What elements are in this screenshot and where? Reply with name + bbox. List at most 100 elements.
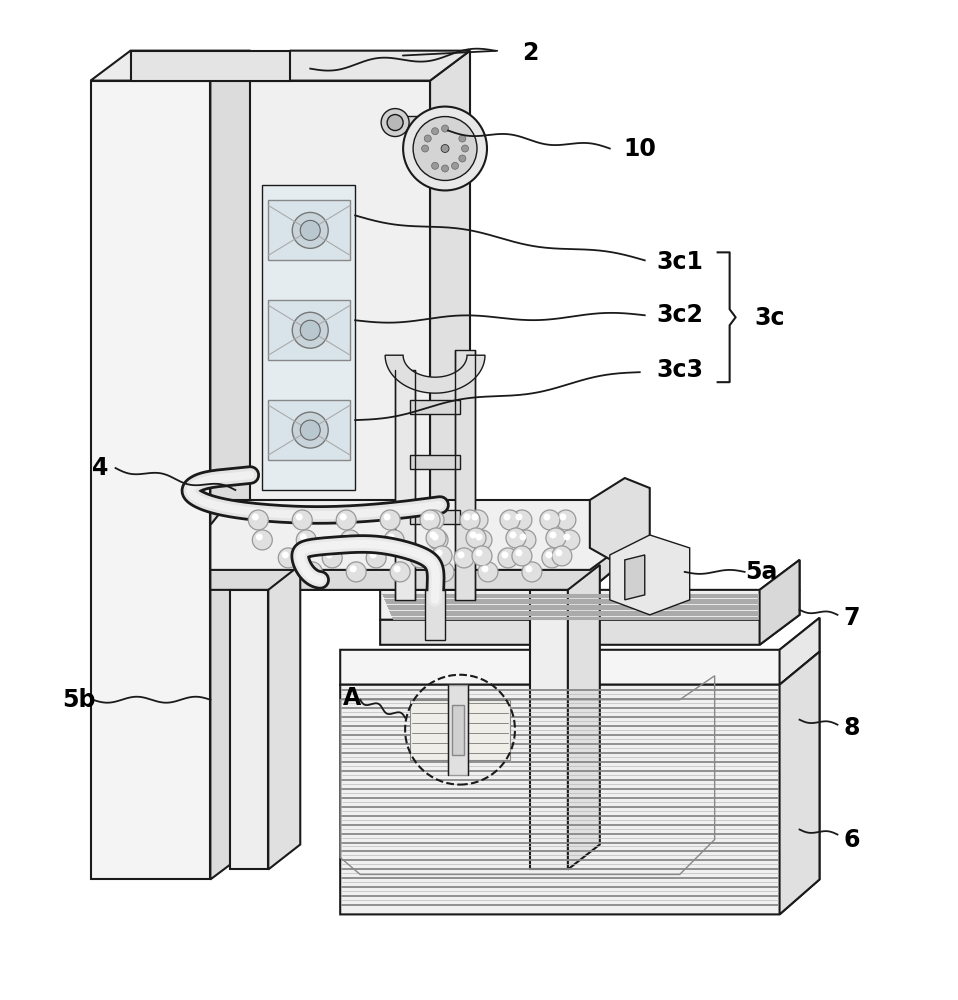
Polygon shape xyxy=(211,51,250,879)
Circle shape xyxy=(252,530,272,550)
Circle shape xyxy=(380,510,400,530)
Polygon shape xyxy=(91,51,250,81)
Circle shape xyxy=(383,513,391,520)
Circle shape xyxy=(300,533,307,540)
Circle shape xyxy=(506,528,526,548)
Circle shape xyxy=(326,551,332,558)
Circle shape xyxy=(501,551,509,558)
Circle shape xyxy=(394,565,400,572)
Circle shape xyxy=(515,513,522,520)
Circle shape xyxy=(434,562,454,582)
Circle shape xyxy=(563,533,570,540)
Circle shape xyxy=(515,549,522,556)
Polygon shape xyxy=(452,705,464,755)
Circle shape xyxy=(556,510,576,530)
Circle shape xyxy=(559,530,580,550)
Text: 8: 8 xyxy=(843,716,859,740)
Circle shape xyxy=(370,551,376,558)
Circle shape xyxy=(381,109,409,137)
Polygon shape xyxy=(268,565,300,869)
Circle shape xyxy=(519,533,527,540)
Circle shape xyxy=(504,513,511,520)
Circle shape xyxy=(424,510,445,530)
Circle shape xyxy=(472,546,492,566)
Circle shape xyxy=(422,145,428,152)
Polygon shape xyxy=(262,185,355,490)
Circle shape xyxy=(300,220,320,240)
Circle shape xyxy=(510,531,516,538)
Circle shape xyxy=(340,513,347,520)
Polygon shape xyxy=(410,455,460,469)
Circle shape xyxy=(282,551,288,558)
Circle shape xyxy=(387,115,403,131)
Circle shape xyxy=(545,551,553,558)
Circle shape xyxy=(256,533,262,540)
Circle shape xyxy=(306,565,312,572)
Polygon shape xyxy=(250,51,470,81)
Circle shape xyxy=(500,510,520,530)
Polygon shape xyxy=(410,700,510,760)
Polygon shape xyxy=(425,590,445,640)
Text: 5a: 5a xyxy=(745,560,778,584)
Text: 3c2: 3c2 xyxy=(656,303,703,327)
Polygon shape xyxy=(610,535,690,615)
Text: 5b: 5b xyxy=(62,688,96,712)
Circle shape xyxy=(300,320,320,340)
Circle shape xyxy=(442,165,448,172)
Circle shape xyxy=(384,530,404,550)
Circle shape xyxy=(322,548,342,568)
Circle shape xyxy=(438,565,445,572)
Circle shape xyxy=(516,530,536,550)
Circle shape xyxy=(459,135,466,142)
Circle shape xyxy=(390,562,410,582)
Circle shape xyxy=(543,513,551,520)
Circle shape xyxy=(403,107,487,190)
Circle shape xyxy=(464,513,470,520)
Circle shape xyxy=(466,528,486,548)
Polygon shape xyxy=(455,350,475,600)
Circle shape xyxy=(552,546,572,566)
Circle shape xyxy=(498,548,518,568)
Polygon shape xyxy=(760,560,800,645)
Circle shape xyxy=(424,135,431,142)
Circle shape xyxy=(292,212,329,248)
Circle shape xyxy=(459,155,466,162)
Text: 2: 2 xyxy=(522,41,538,65)
Text: A: A xyxy=(343,686,361,710)
Circle shape xyxy=(296,530,316,550)
Circle shape xyxy=(475,549,483,556)
Circle shape xyxy=(366,548,386,568)
Polygon shape xyxy=(268,400,351,460)
Circle shape xyxy=(462,145,468,152)
Circle shape xyxy=(340,530,360,550)
Circle shape xyxy=(292,412,329,448)
Circle shape xyxy=(429,531,437,538)
Polygon shape xyxy=(780,652,819,914)
Circle shape xyxy=(478,562,498,582)
Circle shape xyxy=(525,565,533,572)
Circle shape xyxy=(431,162,439,169)
Polygon shape xyxy=(568,565,600,869)
Circle shape xyxy=(436,549,443,556)
Polygon shape xyxy=(340,618,819,685)
Polygon shape xyxy=(448,685,468,775)
Circle shape xyxy=(428,530,448,550)
Circle shape xyxy=(423,513,430,520)
Text: 10: 10 xyxy=(624,137,656,161)
Circle shape xyxy=(540,510,559,530)
Polygon shape xyxy=(340,652,819,914)
Circle shape xyxy=(549,531,557,538)
Polygon shape xyxy=(625,555,645,600)
Circle shape xyxy=(336,510,356,530)
Circle shape xyxy=(542,548,562,568)
Text: 3c1: 3c1 xyxy=(656,250,703,274)
Circle shape xyxy=(512,546,532,566)
Circle shape xyxy=(460,510,480,530)
Circle shape xyxy=(458,551,465,558)
Circle shape xyxy=(482,565,489,572)
Circle shape xyxy=(421,510,440,530)
Polygon shape xyxy=(211,548,620,590)
Circle shape xyxy=(431,533,439,540)
Text: 4: 4 xyxy=(92,456,109,480)
Circle shape xyxy=(441,145,449,153)
